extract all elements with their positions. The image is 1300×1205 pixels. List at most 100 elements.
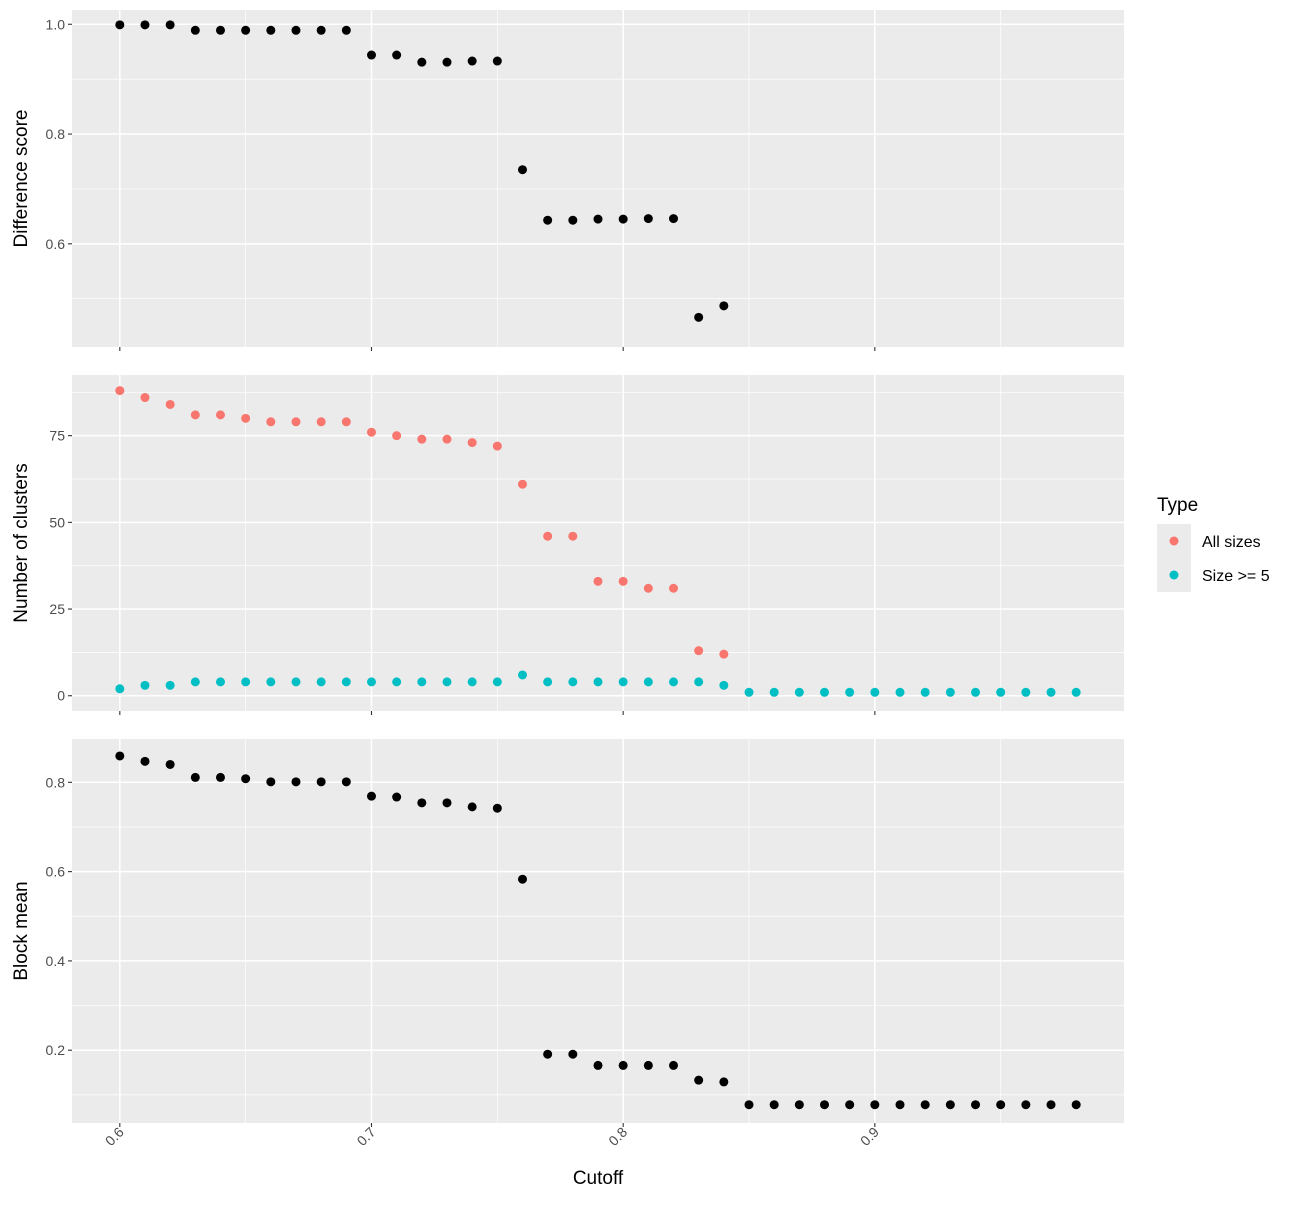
data-point xyxy=(241,25,251,35)
panels-layer: 0.6 0.8 1.0 Difference score 0 25 50 75 Number o… xyxy=(11,10,1124,1149)
data-point xyxy=(165,399,175,409)
data-point xyxy=(618,214,628,224)
y-tick-label: 0.8 xyxy=(46,774,66,790)
data-point xyxy=(996,687,1006,697)
data-point xyxy=(115,684,125,694)
legend-dot-all-sizes xyxy=(1169,536,1179,546)
y-tick-label: 0.8 xyxy=(46,126,66,142)
data-point xyxy=(870,687,880,697)
data-point xyxy=(316,777,326,787)
data-point xyxy=(945,687,955,697)
data-point xyxy=(341,777,351,787)
data-point xyxy=(643,1060,653,1070)
x-tick-label: 0.6 xyxy=(102,1124,127,1149)
data-point xyxy=(215,25,225,35)
y-tick-label: 0 xyxy=(57,688,65,704)
x-tick-label: 0.9 xyxy=(857,1124,882,1149)
series-difference-score xyxy=(115,20,729,322)
data-point xyxy=(341,25,351,35)
panel-background xyxy=(72,739,1124,1123)
data-point xyxy=(392,792,402,802)
data-point xyxy=(669,214,679,224)
data-point xyxy=(190,25,200,35)
data-point xyxy=(1071,1100,1081,1110)
x-axis-title: Cutoff xyxy=(573,1168,624,1189)
data-point xyxy=(517,479,527,489)
data-point xyxy=(291,417,301,427)
data-point xyxy=(719,1077,729,1087)
data-point xyxy=(1071,687,1081,697)
data-point xyxy=(190,410,200,420)
data-point xyxy=(568,1049,578,1059)
data-point xyxy=(442,798,452,808)
data-point xyxy=(442,57,452,67)
data-point xyxy=(845,1100,855,1110)
data-point xyxy=(1046,687,1056,697)
y-tick-label: 0.2 xyxy=(46,1042,66,1058)
data-point xyxy=(719,301,729,311)
y-tick-label: 0.6 xyxy=(46,864,66,880)
data-point xyxy=(140,20,150,30)
y-tick-label: 75 xyxy=(49,428,65,444)
data-point xyxy=(971,687,981,697)
data-point xyxy=(266,677,276,687)
data-point xyxy=(870,1100,880,1110)
data-point xyxy=(417,677,427,687)
data-point xyxy=(392,431,402,441)
data-point xyxy=(215,677,225,687)
data-point xyxy=(618,677,628,687)
data-point xyxy=(241,774,251,784)
data-point xyxy=(115,386,125,396)
data-point xyxy=(568,677,578,687)
panel-background xyxy=(72,10,1124,347)
data-point xyxy=(467,438,477,448)
legend-label-all-sizes: All sizes xyxy=(1202,534,1261,551)
data-point xyxy=(971,1100,981,1110)
series-block-mean xyxy=(115,751,1081,1110)
data-point xyxy=(392,677,402,687)
data-point xyxy=(492,803,502,813)
data-point xyxy=(316,417,326,427)
data-point xyxy=(341,677,351,687)
data-point xyxy=(417,434,427,444)
data-point xyxy=(366,50,376,60)
data-point xyxy=(543,531,553,541)
series-size-5 xyxy=(115,670,1081,697)
data-point xyxy=(543,1049,553,1059)
data-point xyxy=(215,410,225,420)
data-point xyxy=(996,1100,1006,1110)
data-point xyxy=(366,427,376,437)
data-point xyxy=(492,441,502,451)
data-point xyxy=(920,1100,930,1110)
data-point xyxy=(190,772,200,782)
data-point xyxy=(744,1100,754,1110)
data-point xyxy=(366,677,376,687)
panel-background xyxy=(72,375,1124,711)
data-point xyxy=(618,576,628,586)
data-point xyxy=(417,798,427,808)
data-point xyxy=(618,1060,628,1070)
data-point xyxy=(165,20,175,30)
data-point xyxy=(895,687,905,697)
data-point xyxy=(1021,687,1031,697)
data-point xyxy=(492,677,502,687)
data-point xyxy=(769,687,779,697)
data-point xyxy=(643,677,653,687)
data-point xyxy=(165,759,175,769)
data-point xyxy=(517,874,527,884)
data-point xyxy=(467,56,477,66)
y-tick-label: 0.6 xyxy=(46,236,66,252)
data-point xyxy=(945,1100,955,1110)
data-point xyxy=(543,677,553,687)
y-tick-label: 1.0 xyxy=(46,16,66,32)
x-tick-label: 0.7 xyxy=(354,1124,379,1149)
data-point xyxy=(845,687,855,697)
data-point xyxy=(140,393,150,403)
data-point xyxy=(291,777,301,787)
data-point xyxy=(895,1100,905,1110)
data-point xyxy=(417,57,427,67)
y-tick-label: 50 xyxy=(49,514,65,530)
data-point xyxy=(266,417,276,427)
series-all-sizes xyxy=(115,386,729,659)
data-point xyxy=(190,677,200,687)
